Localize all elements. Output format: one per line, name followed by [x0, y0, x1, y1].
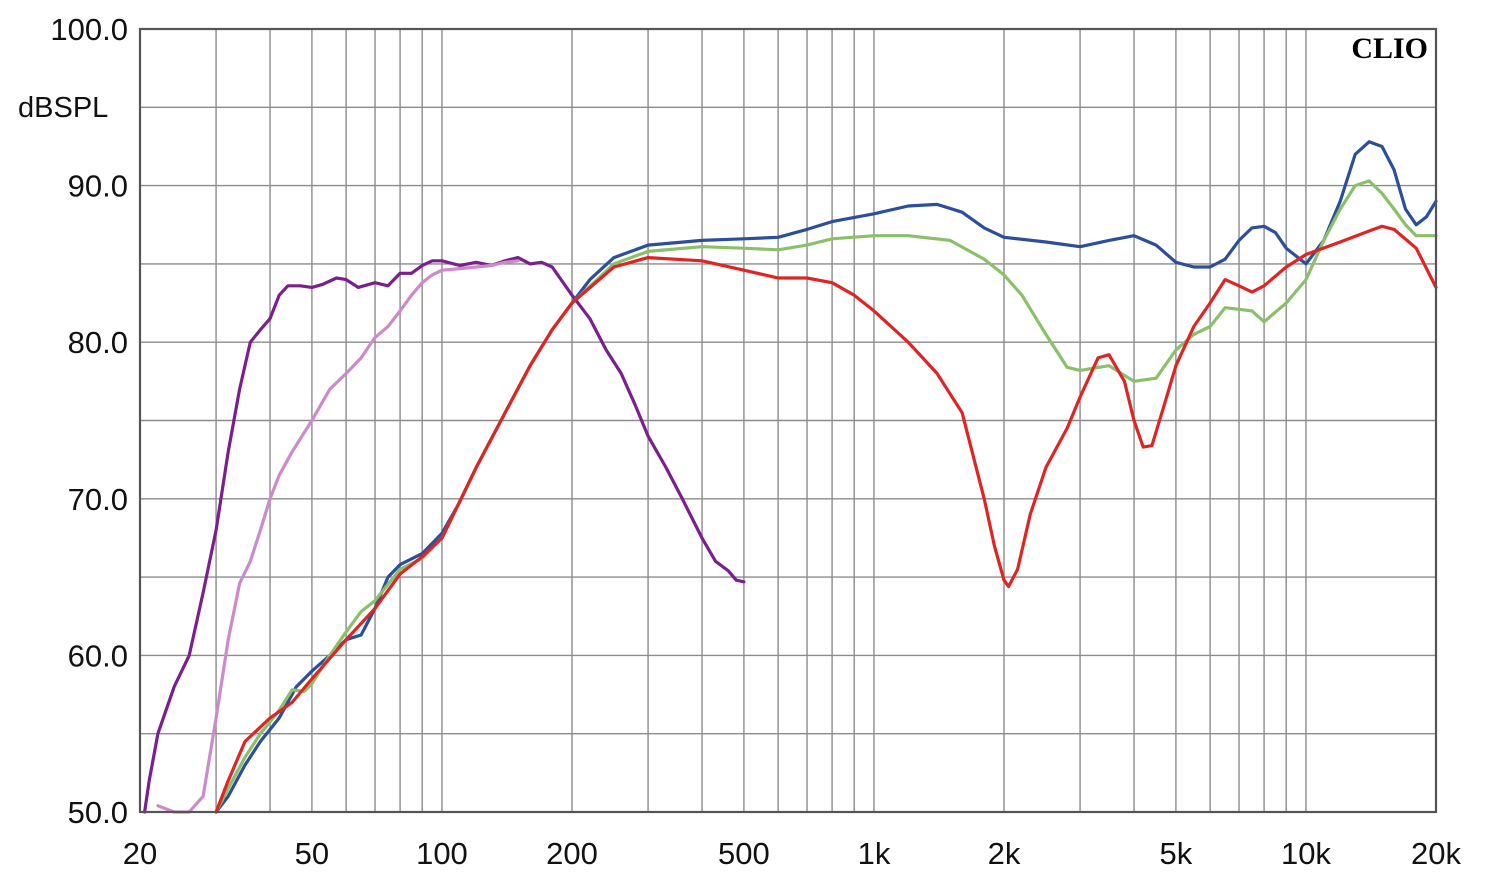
y-tick-labels: 50.0 60.0 70.0 80.0 90.0 100.0	[50, 12, 128, 830]
y-tick-label: 70.0	[68, 482, 128, 517]
x-tick-label: 500	[718, 836, 770, 871]
y-tick-label: 50.0	[68, 795, 128, 830]
series-line-4	[214, 179, 1438, 814]
x-tick-label: 100	[416, 836, 468, 871]
y-tick-label: 60.0	[68, 638, 128, 673]
x-tick-label: 200	[546, 836, 598, 871]
x-tick-labels: 20 50 100 200 500 1k 2k 5k 10k 20k	[123, 836, 1462, 871]
x-tick-label: 1k	[858, 836, 891, 871]
x-tick-label: 10k	[1281, 836, 1331, 871]
y-tick-label: 80.0	[68, 325, 128, 360]
x-tick-label: 50	[295, 836, 329, 871]
series-line-1	[143, 256, 746, 814]
brand-label: CLIO	[1351, 32, 1428, 65]
series-group	[143, 140, 1438, 814]
x-tick-label: 2k	[988, 836, 1021, 871]
plot-frame	[138, 27, 1438, 814]
x-tick-label: 5k	[1160, 836, 1193, 871]
y-tick-label: 90.0	[68, 169, 128, 204]
y-tick-label: 100.0	[50, 12, 128, 47]
series-line-5	[214, 224, 1438, 814]
series-line-2	[156, 259, 520, 814]
x-tick-label: 20k	[1411, 836, 1461, 871]
y-axis-label: dBSPL	[18, 92, 108, 124]
x-tick-label: 20	[123, 836, 157, 871]
